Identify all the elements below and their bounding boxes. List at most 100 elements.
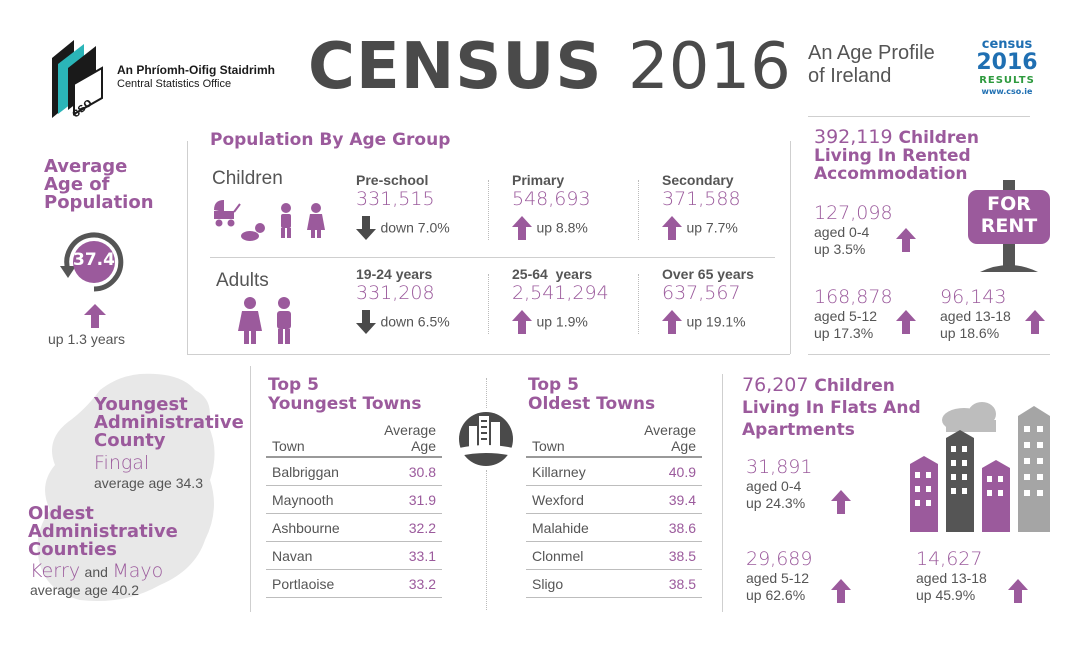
table-row: Clonmel 38.5 <box>526 541 702 570</box>
oldest-towns-table: Town Average Age Killarney 40.9 Wexford 39.… <box>526 422 702 598</box>
table-row: Malahide 38.6 <box>526 513 702 542</box>
flats-0-4-change: up 24.3% <box>746 495 806 511</box>
oldest-towns-l2: Oldest Towns <box>528 394 656 414</box>
flats-5-12-value: 29,689 <box>746 548 813 570</box>
children-col-primary: Primary 548,693 up 8.8% <box>512 172 632 240</box>
up-arrow-icon <box>512 216 532 240</box>
table-row: Wexford 39.4 <box>526 485 702 514</box>
col-age: Average Age <box>617 422 702 458</box>
youngest-county-heading: Youngest Administrative County <box>94 396 244 450</box>
census-badge: census 2016 RESULTS www.cso.ie <box>975 38 1039 104</box>
adults-icons <box>236 297 300 350</box>
rented-item-5-12: 168,878 aged 5-12 up 17.3% <box>814 286 924 342</box>
rented-count: 392,119 <box>814 126 893 148</box>
for-rent-sign <box>966 180 1052 278</box>
table-row: Sligo 38.5 <box>526 569 702 598</box>
table-row: Portlaoise 33.2 <box>266 569 442 598</box>
flats-0-4-age: aged 0-4 <box>746 478 802 494</box>
flats-heading-l2: Living In Flats And <box>742 398 921 418</box>
flats-count: 76,207 <box>742 374 809 396</box>
oldest-l3: Counties <box>28 539 117 560</box>
town-name: Sligo <box>526 569 618 598</box>
col-town: Town <box>266 422 364 458</box>
badge-url: www.cso.ie <box>981 87 1033 96</box>
town-age: 31.9 <box>363 485 442 514</box>
table-row: Killarney 40.9 <box>526 457 702 486</box>
rented-5-12-value: 168,878 <box>814 286 893 308</box>
age19-change: down 6.5% <box>380 313 450 330</box>
over65-change: up 19.1% <box>686 313 746 330</box>
pop-border-right <box>790 141 791 354</box>
col-age: Average Age <box>363 422 442 458</box>
avg-age-heading: Average Age of Population <box>44 158 154 212</box>
rented-heading-l3: Accommodation <box>814 164 968 184</box>
flats-item-0-4: 31,891 aged 0-4 up 24.3% <box>746 456 856 512</box>
col-age-l2: Age <box>411 438 436 454</box>
youngest-county-name: Fingal <box>94 452 150 474</box>
rented-0-4-change: up 3.5% <box>814 241 866 257</box>
avg-age-dial <box>56 224 132 300</box>
oldest-county-names: Kerry and Mayo <box>30 560 163 582</box>
adults-col-19-24: 19-24 years 331,208 down 6.5% <box>356 266 486 334</box>
col-age-l2: Age <box>671 438 696 454</box>
town-age: 38.5 <box>617 569 702 598</box>
badge-census: census <box>981 37 1033 52</box>
youngest-l3: County <box>94 430 166 451</box>
avg-age-value: 37.4 <box>73 250 115 270</box>
avg-age-change: up 1.3 years <box>48 331 126 347</box>
primary-value: 548,693 <box>512 188 591 210</box>
primary-change: up 8.8% <box>536 219 588 236</box>
flats-heading-l3: Apartments <box>742 420 855 440</box>
town-name: Balbriggan <box>266 457 364 486</box>
oldest-county-and: and <box>84 564 108 580</box>
divider-dotted <box>488 274 489 334</box>
over65-label: Over 65 years <box>662 266 754 282</box>
up-arrow-icon <box>662 310 682 334</box>
down-arrow-icon <box>356 310 376 334</box>
flats-13-18-value: 14,627 <box>916 548 983 570</box>
town-name: Clonmel <box>526 541 618 570</box>
rented-13-18-age: aged 13-18 <box>940 308 1011 324</box>
divider-dotted <box>638 274 639 334</box>
youngest-towns-l2: Youngest Towns <box>268 394 422 414</box>
org-name-irish: An Phríomh-Oifig Staidrimh <box>117 63 275 77</box>
rented-item-0-4: 127,098 aged 0-4 up 3.5% <box>814 202 924 258</box>
flats-item-5-12: 29,689 aged 5-12 up 62.6% <box>746 548 856 604</box>
adults-col-25-64: 25-64 years 2,541,294 up 1.9% <box>512 266 636 334</box>
children-label: Children <box>212 168 283 189</box>
oldest-l2: Administrative <box>28 521 178 542</box>
sign-line2: RENT <box>980 215 1038 237</box>
oldest-county-b: Mayo <box>112 560 164 582</box>
oldest-l1: Oldest <box>28 503 94 524</box>
oldest-towns-title: Top 5 Oldest Towns <box>528 376 655 414</box>
town-name: Navan <box>266 541 364 570</box>
table-row: Ashbourne 32.2 <box>266 513 442 542</box>
town-name: Ashbourne <box>266 513 364 542</box>
age19-label: 19-24 years <box>356 266 433 282</box>
city-icon <box>455 408 517 471</box>
youngest-towns-l1: Top 5 <box>268 375 319 395</box>
up-arrow-icon <box>512 310 532 334</box>
up-arrow-icon <box>831 579 851 608</box>
town-name: Maynooth <box>266 485 364 514</box>
apartment-buildings-icon <box>906 398 1056 537</box>
children-col-secondary: Secondary 371,588 up 7.7% <box>662 172 782 240</box>
up-arrow-icon <box>1025 310 1045 339</box>
subtitle-line1: An Age Profile <box>808 42 935 64</box>
town-age: 32.2 <box>363 513 442 542</box>
town-age: 33.2 <box>363 569 442 598</box>
town-age: 39.4 <box>617 485 702 514</box>
pop-title: Population By Age Group <box>210 130 451 150</box>
oldest-county-avg: average age 40.2 <box>30 582 139 598</box>
flats-13-18-age: aged 13-18 <box>916 570 987 586</box>
town-name: Wexford <box>526 485 618 514</box>
title-census: CENSUS <box>308 30 603 104</box>
towns-border-right <box>722 374 723 612</box>
up-arrow-icon <box>896 228 916 257</box>
flats-13-18-change: up 45.9% <box>916 587 976 603</box>
preschool-value: 331,515 <box>356 188 435 210</box>
town-age: 38.5 <box>617 541 702 570</box>
age25-change: up 1.9% <box>536 313 588 330</box>
divider-dotted <box>638 180 639 240</box>
adults-col-over65: Over 65 years 637,567 up 19.1% <box>662 266 782 334</box>
